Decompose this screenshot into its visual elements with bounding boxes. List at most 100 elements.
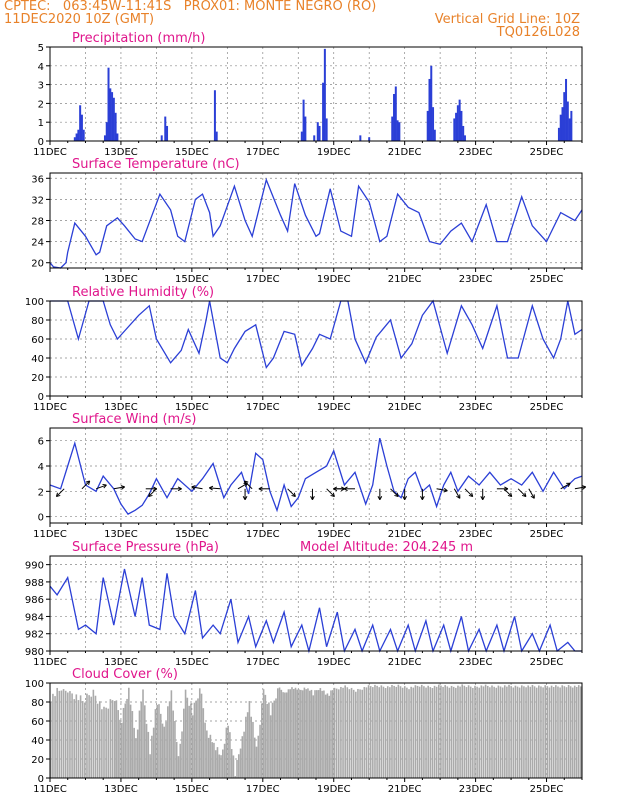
cloud-bar xyxy=(136,729,139,778)
panel-frame xyxy=(49,172,583,269)
wind-arrow-head xyxy=(120,485,125,488)
x-tick-label: 19DEC xyxy=(317,529,351,540)
cloud-bar xyxy=(406,687,408,778)
cloud-bar xyxy=(75,694,78,778)
cloud-bar xyxy=(523,686,525,778)
cloud-bar xyxy=(399,686,402,778)
cloud-bar xyxy=(420,684,423,778)
cloud-bar xyxy=(337,689,340,778)
cloud-bar xyxy=(62,689,65,778)
precip-bar xyxy=(114,112,117,141)
cloud-bar xyxy=(248,701,251,778)
precip-bar xyxy=(73,137,76,141)
cloud-bar xyxy=(546,686,549,778)
cloud-bar xyxy=(261,703,263,778)
cloud-bar xyxy=(363,686,366,778)
x-tick-label: 19DEC xyxy=(317,402,351,413)
precip-bar xyxy=(463,135,466,141)
cloud-bar xyxy=(478,687,481,778)
x-tick-label: 11DEC xyxy=(33,784,67,795)
cloud-bar xyxy=(236,759,238,778)
cloud-bar xyxy=(391,684,393,778)
precip-bar xyxy=(215,131,218,141)
cloud-bar xyxy=(289,689,291,778)
cloud-bar xyxy=(92,689,95,778)
wind-arrow xyxy=(574,486,586,490)
cloud-bar xyxy=(376,685,378,778)
cloud-bar xyxy=(380,685,383,778)
precip-bar xyxy=(111,92,114,141)
panel-title: Cloud Cover (%) xyxy=(72,667,178,682)
x-tick-label: 23DEC xyxy=(459,657,493,668)
x-tick-label: 23DEC xyxy=(459,147,493,158)
cloud-bar xyxy=(367,685,370,778)
cloud-bar xyxy=(548,687,551,778)
cloud-bar xyxy=(467,685,470,778)
x-tick-label: 17DEC xyxy=(246,784,280,795)
cloud-bar xyxy=(214,750,217,778)
cloud-bar xyxy=(440,685,442,778)
wind-arrow-head xyxy=(55,492,59,497)
cloud-bar xyxy=(378,687,381,778)
wind-arrow xyxy=(209,487,221,490)
y-tick-label: 40 xyxy=(31,354,44,365)
wind-arrow xyxy=(287,488,296,497)
cloud-bar xyxy=(94,695,97,778)
cloud-bar xyxy=(79,695,82,778)
y-tick-label: 100 xyxy=(25,297,44,308)
cloud-bar xyxy=(282,692,284,778)
cloud-bar xyxy=(126,698,128,778)
cloud-bar xyxy=(384,688,387,778)
cloud-bar xyxy=(184,689,187,778)
wind-arrow-head xyxy=(421,496,425,501)
x-tick-label: 15DEC xyxy=(175,274,209,285)
wind-arrow-head xyxy=(443,490,448,493)
cloud-bar xyxy=(431,688,434,778)
precip-bar xyxy=(82,129,85,141)
cloud-bar xyxy=(190,703,192,778)
x-tick-label: 13DEC xyxy=(104,274,138,285)
y-tick-label: 40 xyxy=(31,736,44,747)
y-tick-label: 2 xyxy=(38,487,44,498)
cloud-bar xyxy=(211,742,213,778)
precip-bar xyxy=(359,135,362,141)
cloud-bar xyxy=(167,706,169,778)
cloud-bar xyxy=(435,686,438,778)
cloud-bar xyxy=(264,694,267,778)
precip-bar xyxy=(432,107,435,141)
cloud-bar xyxy=(544,685,547,778)
cloud-bar xyxy=(476,686,478,778)
cloud-bar xyxy=(510,686,512,778)
precip-bar xyxy=(75,133,78,141)
cloud-bar xyxy=(168,701,171,778)
x-tick-label: 21DEC xyxy=(388,147,422,158)
wind-arrow-head xyxy=(404,496,408,501)
cloud-bar xyxy=(503,685,506,778)
wind-arrow xyxy=(560,482,571,490)
cloud-bar xyxy=(204,722,206,778)
cloud-bar xyxy=(559,687,561,778)
cloud-bar xyxy=(138,710,141,778)
cloud-bar xyxy=(276,688,279,778)
wind-arrow xyxy=(464,488,474,497)
cloud-bar xyxy=(292,689,295,778)
precip-bar xyxy=(565,78,568,141)
precip-bar xyxy=(323,48,326,141)
cloud-bar xyxy=(444,685,446,778)
cloud-bar xyxy=(252,721,254,778)
header-model-code: TQ0126L028 xyxy=(496,25,580,40)
precip-bar xyxy=(561,107,564,141)
cloud-bar xyxy=(145,723,148,778)
wind-arrow-head xyxy=(191,485,196,488)
wind-arrow-head xyxy=(244,480,249,483)
cloud-bar xyxy=(84,702,86,778)
wind-arrow-head xyxy=(456,495,461,499)
wind-arrow-head xyxy=(420,496,423,501)
x-tick-label: 25DEC xyxy=(530,529,564,540)
cloud-bar xyxy=(326,693,329,778)
x-tick-label: 23DEC xyxy=(459,274,493,285)
y-tick-label: 80 xyxy=(31,316,44,327)
cloud-bar xyxy=(158,704,160,778)
cloud-bar xyxy=(152,727,155,778)
